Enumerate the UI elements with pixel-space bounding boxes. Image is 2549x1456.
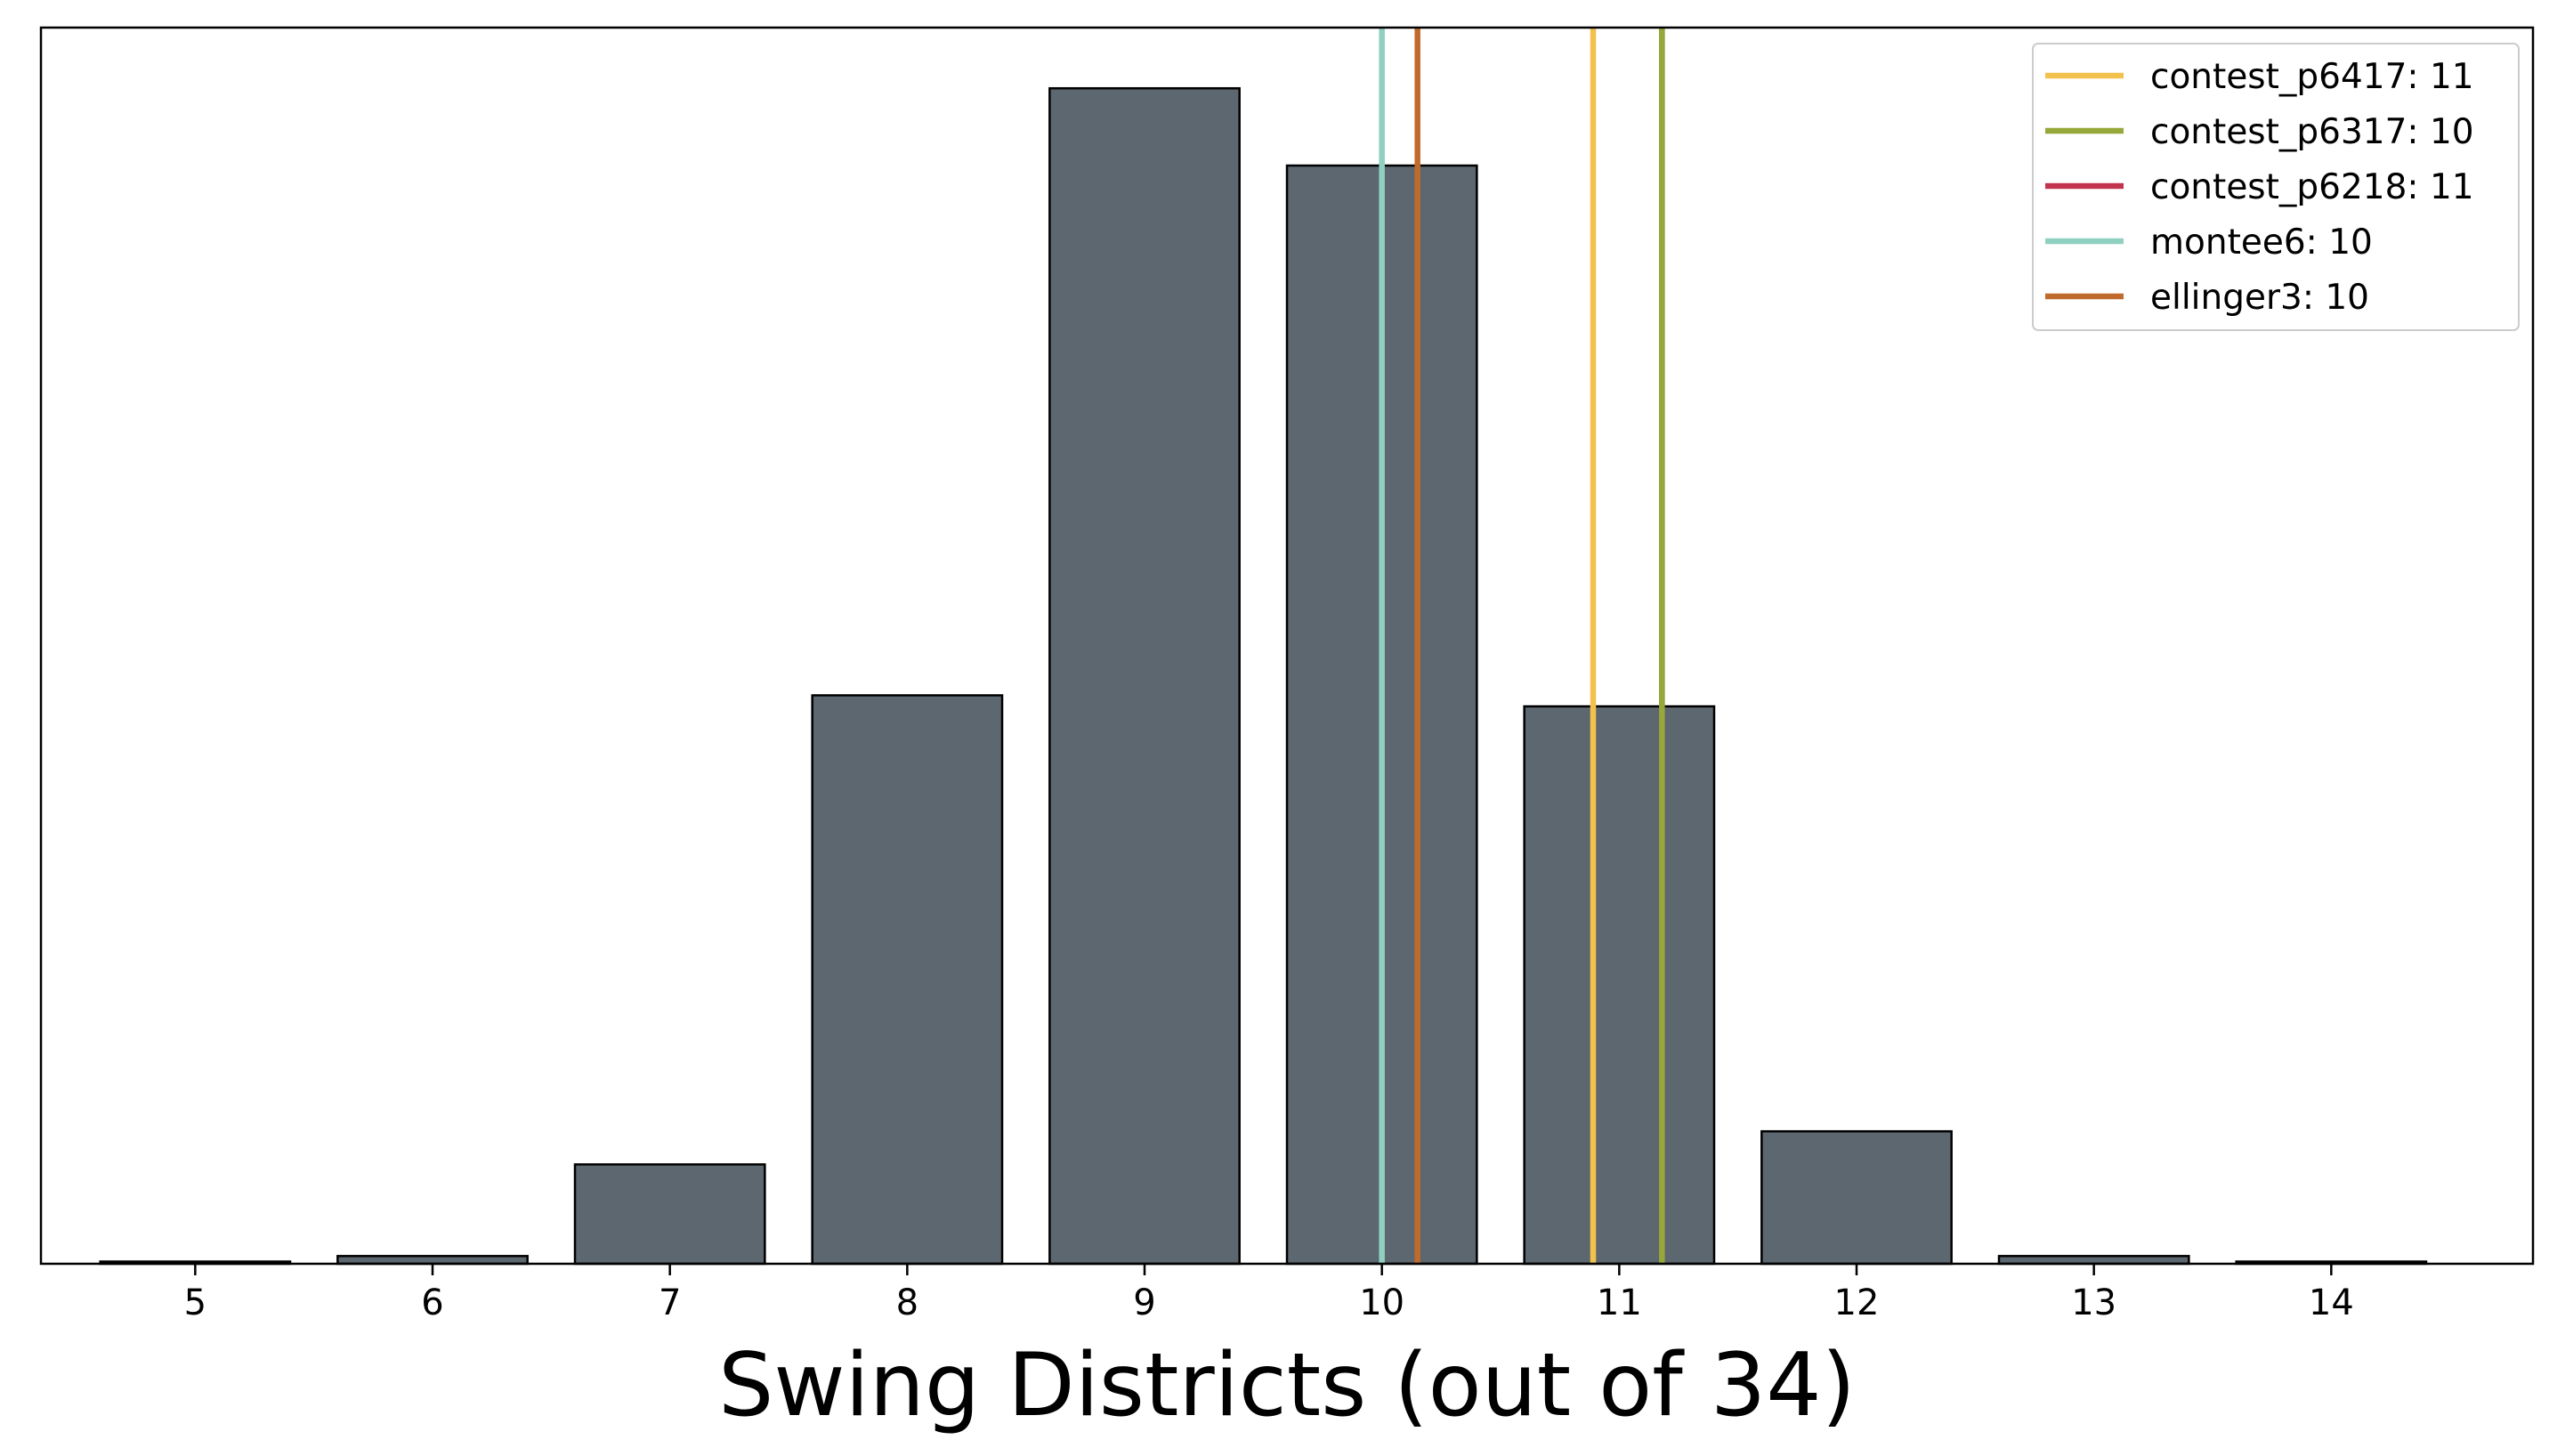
x-ticks-layer: 5 6 7 8 9 10 11 12 13 14 — [184, 1264, 2354, 1323]
x-tick-label: 5 — [184, 1282, 206, 1323]
bar-6 — [336, 1255, 529, 1266]
x-tick-label: 12 — [1834, 1282, 1880, 1323]
x-tick-label: 7 — [659, 1282, 681, 1323]
legend-label: contest_p6218: 11 — [2150, 167, 2474, 207]
legend-label: montee6: 10 — [2150, 222, 2373, 263]
x-tick-label: 6 — [421, 1282, 443, 1323]
x-tick-label: 10 — [1359, 1282, 1404, 1323]
bar-7 — [573, 1163, 766, 1266]
x-tick-label: 8 — [896, 1282, 918, 1323]
reference-lines-layer — [1379, 28, 1665, 1264]
x-tick-label: 9 — [1133, 1282, 1155, 1323]
legend-label: contest_p6417: 11 — [2150, 57, 2474, 97]
legend-label: contest_p6317: 10 — [2150, 112, 2474, 152]
bar-9 — [1048, 86, 1241, 1266]
x-tick-label: 11 — [1597, 1282, 1642, 1323]
x-tick-label: 14 — [2309, 1282, 2354, 1323]
bar-8 — [811, 694, 1004, 1266]
bar-13 — [1997, 1255, 2190, 1266]
plot-frame — [39, 26, 2535, 1266]
legend-items: contest_p6417: 11 contest_p6317: 10 contes… — [2045, 57, 2474, 318]
x-tick-label: 13 — [2071, 1282, 2116, 1323]
legend-box — [2032, 43, 2520, 331]
bar-11 — [1523, 705, 1716, 1266]
legend: contest_p6417: 11 contest_p6317: 10 contes… — [2032, 43, 2520, 331]
legend-label: ellinger3: 10 — [2150, 278, 2369, 318]
bar-12 — [1760, 1129, 1953, 1266]
x-axis-label: Swing Districts (out of 34) — [718, 1335, 1856, 1436]
